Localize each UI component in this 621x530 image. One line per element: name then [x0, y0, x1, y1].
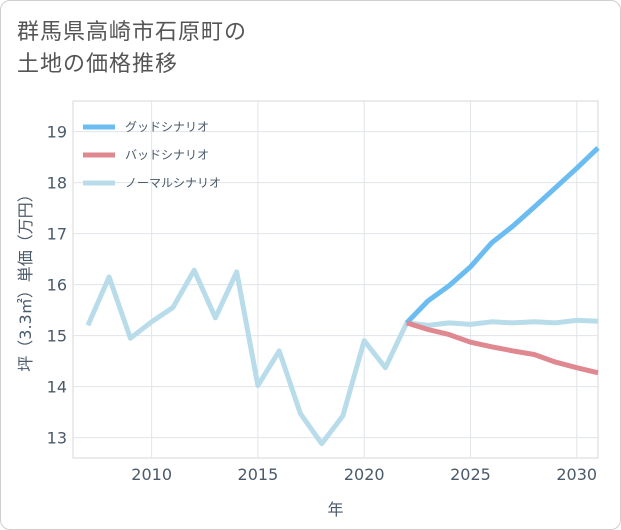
plot-area [72, 100, 599, 459]
legend-label-3: ノーマルシナリオ [125, 176, 221, 190]
y-axis-label: 坪（3.3㎡）単価（万円） [16, 186, 35, 371]
series-line-2 [405, 320, 599, 376]
y-tick-label-17: 17 [47, 225, 67, 244]
x-tick-label-2030: 2030 [556, 465, 597, 484]
x-axis-label: 年 [327, 500, 343, 519]
legend-label-2: バッドシナリオ [125, 148, 209, 162]
y-tick-label-13: 13 [47, 429, 67, 448]
legend-label-1: グッドシナリオ [125, 120, 209, 134]
chart-title-line-2: 土地の価格推移 [17, 52, 179, 77]
y-tick-label-15: 15 [47, 327, 67, 346]
y-tick-label-18: 18 [47, 174, 67, 193]
chart-title: 群馬県高崎市石原町の 土地の価格推移 [17, 17, 247, 81]
y-tick-label-19: 19 [47, 123, 67, 142]
x-tick-label-2010: 2010 [131, 465, 172, 484]
tick-labels: 2010 2015 2020 2025 2030 13 14 15 16 17 18 19 [47, 123, 597, 484]
y-tick-label-14: 14 [47, 378, 67, 397]
x-tick-label-2020: 2020 [344, 465, 385, 484]
chart-title-line-1: 群馬県高崎市石原町の [17, 20, 248, 45]
series-line-3 [85, 267, 599, 447]
y-tick-label-16: 16 [47, 276, 67, 295]
series-line-1 [404, 146, 600, 325]
x-tick-label-2015: 2015 [238, 465, 279, 484]
x-tick-label-2025: 2025 [450, 465, 491, 484]
grid [73, 101, 598, 458]
series-lines [85, 146, 600, 447]
